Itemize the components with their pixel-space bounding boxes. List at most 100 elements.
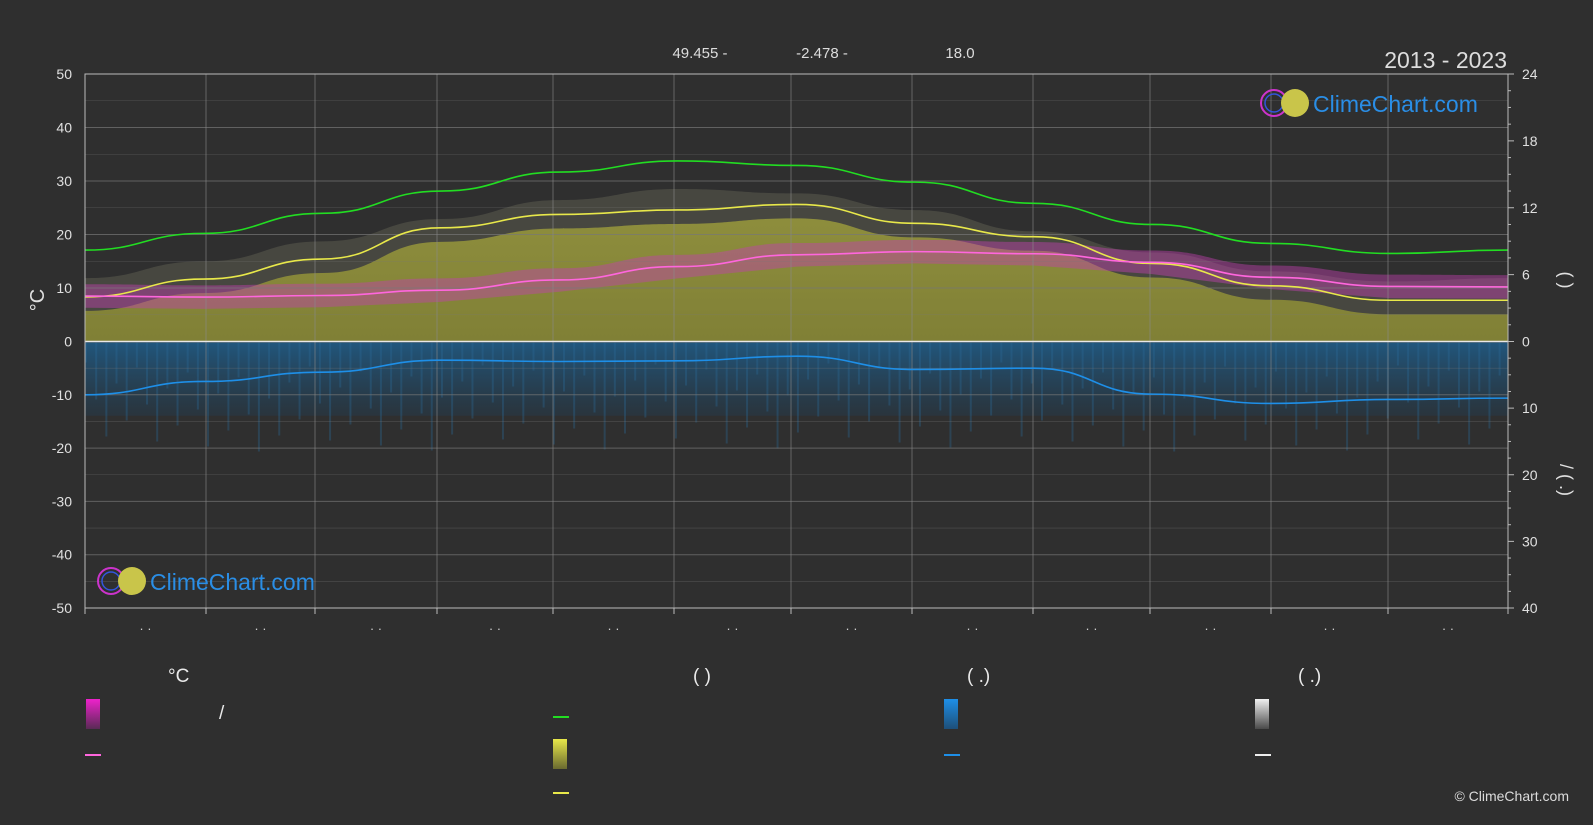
precipitation-streak <box>1213 342 1216 420</box>
precipitation-streak <box>939 342 942 411</box>
precipitation-streak <box>400 342 403 430</box>
brand-name-bottom: ClimeChart.com <box>150 569 315 595</box>
precipitation-streak <box>746 342 749 428</box>
right-tick-label-mm: 10 <box>1522 400 1538 416</box>
x-tick-label: · · <box>1204 621 1216 636</box>
precipitation-streak <box>146 342 149 405</box>
precipitation-area <box>85 342 1508 416</box>
right-tick-label-hours: 12 <box>1522 200 1538 216</box>
x-tick-label: · · <box>966 621 978 636</box>
precipitation-streak <box>501 342 504 440</box>
left-axis-label: °C <box>27 289 49 311</box>
precipitation-streak <box>715 342 718 407</box>
precipitation-streak <box>440 342 443 398</box>
precipitation-streak <box>278 342 281 436</box>
x-tick-label: · · <box>726 621 738 636</box>
precipitation-streak <box>990 342 993 416</box>
precipitation-streak <box>329 342 332 441</box>
precipitation-streak <box>725 342 728 444</box>
brand-name-top: ClimeChart.com <box>1313 91 1478 117</box>
left-tick-label: 50 <box>56 66 72 82</box>
precipitation-streak <box>1183 342 1186 399</box>
precipitation-streak <box>359 342 362 372</box>
precipitation-streak <box>624 342 627 434</box>
precipitation-streak <box>1173 342 1176 452</box>
precipitation-streak <box>156 342 159 442</box>
right-tick-label-mm: 20 <box>1522 467 1538 483</box>
brand-logo-bottom: ClimeChart.com <box>97 567 315 595</box>
precipitation-streak <box>1407 342 1410 403</box>
x-tick-label: · · <box>254 621 266 636</box>
left-tick-label: 20 <box>56 227 72 243</box>
precipitation-streak <box>756 342 759 375</box>
year-range: 2013 - 2023 <box>1384 47 1507 73</box>
precipitation-streak <box>1112 342 1115 410</box>
left-tick-label: -20 <box>52 440 72 456</box>
precipitation-streak <box>1346 342 1349 451</box>
precipitation-streak <box>1071 342 1074 442</box>
precipitation-streak <box>1203 342 1206 383</box>
precipitation-streak <box>115 342 118 384</box>
x-tick-label: · · <box>1085 621 1097 636</box>
precipitation-streak <box>593 342 596 413</box>
precipitation-streak <box>1193 342 1196 436</box>
precipitation-streak <box>969 342 972 432</box>
precipitation-streak <box>583 342 586 376</box>
precipitation-streak <box>522 342 525 424</box>
precipitation-streak <box>379 342 382 446</box>
precipitation-streak <box>339 342 342 388</box>
precipitation-streak <box>85 342 87 363</box>
precipitation-streak <box>1152 342 1155 378</box>
left-tick-label: 40 <box>56 120 72 136</box>
precipitation-streak <box>268 342 271 399</box>
precipitation-streak <box>1498 342 1501 376</box>
precipitation-streak <box>735 342 738 391</box>
precipitation-streak <box>542 342 545 408</box>
precipitation-streak <box>1468 342 1471 445</box>
x-tick-label: · · <box>1323 621 1335 636</box>
precipitation-streak <box>1295 342 1298 446</box>
precipitation-streak <box>1366 342 1369 435</box>
precipitation-streak <box>1356 342 1359 398</box>
precipitation-streak <box>979 342 982 379</box>
precipitation-streak <box>1000 342 1003 363</box>
precipitation-streak <box>135 342 138 368</box>
precipitation-streak <box>420 342 423 414</box>
precipitation-streak <box>1244 342 1247 441</box>
precipitation-streak <box>888 342 891 406</box>
precipitation-streak <box>1163 342 1166 415</box>
sunshine-area <box>85 218 1508 342</box>
precipitation-line <box>85 355 1508 405</box>
longitude-label: -2.478 - <box>796 45 848 62</box>
precipitation-streak <box>837 342 840 401</box>
precipitation-streak <box>237 342 240 378</box>
precipitation-streak <box>705 342 708 370</box>
precipitation-streak <box>176 342 179 426</box>
precipitation-streak <box>918 342 921 427</box>
precipitation-streak <box>908 342 911 390</box>
precipitation-streak <box>95 342 98 400</box>
precipitation-streak <box>1264 342 1267 425</box>
precipitation-streak <box>1081 342 1084 389</box>
precipitation-streak <box>349 342 352 425</box>
precipitation-streak <box>1457 342 1460 408</box>
precipitation-streak <box>1274 342 1277 372</box>
precipitation-streak <box>878 342 881 369</box>
sunshine-line <box>85 203 1508 302</box>
precipitation-streak <box>1285 342 1288 409</box>
precipitation-streak <box>654 342 657 365</box>
precipitation-streak <box>1234 342 1237 404</box>
precipitation-streak <box>1224 342 1227 367</box>
precipitation-streak <box>685 342 688 386</box>
left-tick-label: 0 <box>64 334 72 350</box>
precipitation-streak <box>1010 342 1013 400</box>
precipitation-streak <box>186 342 189 373</box>
precipitation-streak <box>1335 342 1338 414</box>
x-tick-label: · · <box>139 621 151 636</box>
mean-temperature-line <box>85 250 1508 298</box>
precipitation-streak <box>1142 342 1145 431</box>
precipitation-streak <box>644 342 647 418</box>
precipitation-streak <box>318 342 321 404</box>
x-tick-label: · · <box>370 621 382 636</box>
precipitation-streak <box>227 342 230 431</box>
